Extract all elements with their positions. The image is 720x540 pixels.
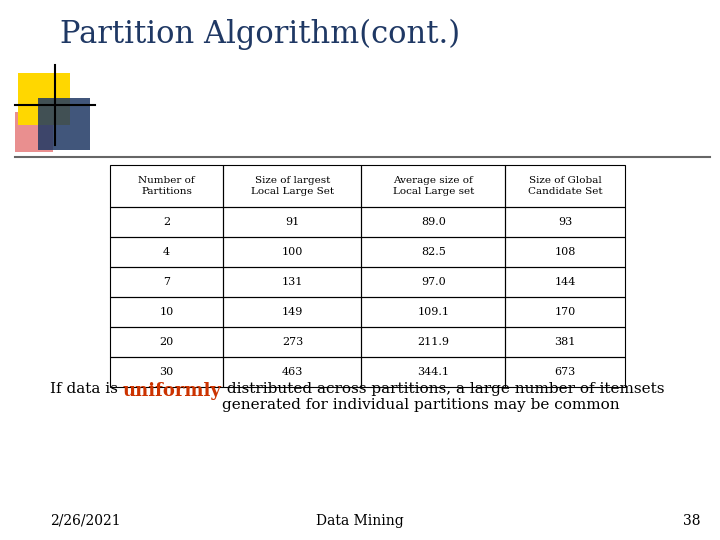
- Text: If data is: If data is: [50, 382, 122, 396]
- Text: 463: 463: [282, 367, 303, 377]
- Text: 144: 144: [554, 277, 576, 287]
- Text: 381: 381: [554, 337, 576, 347]
- Text: 673: 673: [554, 367, 576, 377]
- Text: 20: 20: [160, 337, 174, 347]
- Text: 109.1: 109.1: [418, 307, 449, 317]
- Text: uniformly: uniformly: [122, 382, 222, 400]
- Text: 38: 38: [683, 514, 700, 528]
- Text: 273: 273: [282, 337, 303, 347]
- Text: 344.1: 344.1: [418, 367, 449, 377]
- Bar: [223, 237, 361, 267]
- Bar: [110, 357, 223, 387]
- Bar: [223, 267, 361, 297]
- Text: 82.5: 82.5: [421, 247, 446, 257]
- Text: 97.0: 97.0: [421, 277, 446, 287]
- Bar: [361, 357, 505, 387]
- Text: 4: 4: [163, 247, 170, 257]
- Bar: [18, 73, 70, 125]
- Bar: [505, 297, 625, 327]
- Bar: [505, 207, 625, 237]
- Text: 2: 2: [163, 217, 170, 227]
- Bar: [223, 297, 361, 327]
- Bar: [505, 327, 625, 357]
- Bar: [361, 327, 505, 357]
- Text: Size of Global
Candidate Set: Size of Global Candidate Set: [528, 176, 603, 195]
- Text: Data Mining: Data Mining: [316, 514, 404, 528]
- Text: 89.0: 89.0: [421, 217, 446, 227]
- Bar: [223, 165, 361, 207]
- Bar: [505, 267, 625, 297]
- Bar: [505, 237, 625, 267]
- Bar: [505, 165, 625, 207]
- Bar: [361, 267, 505, 297]
- Text: 149: 149: [282, 307, 303, 317]
- Bar: [223, 207, 361, 237]
- Bar: [361, 165, 505, 207]
- Bar: [361, 207, 505, 237]
- Text: 7: 7: [163, 277, 170, 287]
- Bar: [223, 327, 361, 357]
- Bar: [110, 207, 223, 237]
- Bar: [110, 327, 223, 357]
- Text: 108: 108: [554, 247, 576, 257]
- Text: 30: 30: [160, 367, 174, 377]
- Text: 100: 100: [282, 247, 303, 257]
- Text: Partition Algorithm(cont.): Partition Algorithm(cont.): [60, 19, 460, 50]
- Text: 93: 93: [558, 217, 572, 227]
- Bar: [361, 297, 505, 327]
- Text: distributed across partitions, a large number of itemsets
generated for individu: distributed across partitions, a large n…: [222, 382, 664, 412]
- Text: Number of
Partitions: Number of Partitions: [138, 176, 195, 195]
- Bar: [223, 357, 361, 387]
- Text: 170: 170: [554, 307, 576, 317]
- Text: Size of largest
Local Large Set: Size of largest Local Large Set: [251, 176, 334, 195]
- Text: 10: 10: [160, 307, 174, 317]
- Bar: [110, 237, 223, 267]
- Bar: [15, 112, 53, 152]
- Bar: [361, 237, 505, 267]
- Bar: [38, 98, 90, 150]
- Text: 91: 91: [285, 217, 300, 227]
- Text: 2/26/2021: 2/26/2021: [50, 514, 121, 528]
- Text: 131: 131: [282, 277, 303, 287]
- Text: 211.9: 211.9: [418, 337, 449, 347]
- Bar: [505, 357, 625, 387]
- Bar: [110, 297, 223, 327]
- Bar: [110, 165, 223, 207]
- Text: Average size of
Local Large set: Average size of Local Large set: [392, 176, 474, 195]
- Bar: [110, 267, 223, 297]
